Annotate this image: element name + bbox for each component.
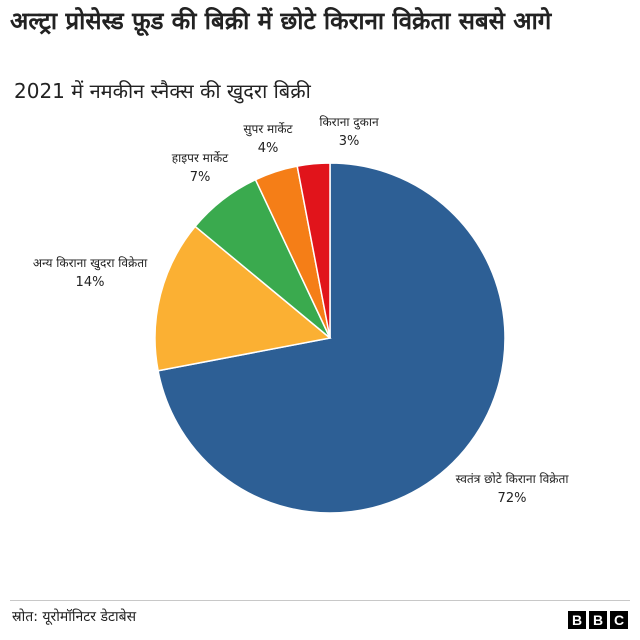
- pie-slice-2: [154, 225, 332, 372]
- pie-slice-5: [296, 162, 331, 339]
- slice-value-5: 3%: [339, 134, 360, 149]
- slice-label-2: अन्य किराना खुदरा विक्रेता: [33, 256, 148, 271]
- logo-letter-b1: B: [568, 611, 586, 629]
- slice-value-4: 4%: [258, 141, 279, 156]
- bbc-logo: B B C: [568, 611, 628, 629]
- slice-value-2: 14%: [76, 275, 105, 290]
- source-note: स्रोत: यूरोमॉनिटर डेटाबेस: [12, 609, 137, 625]
- footer-divider: [10, 600, 630, 601]
- logo-letter-c: C: [610, 611, 628, 629]
- slice-value-3: 7%: [190, 170, 211, 185]
- chart-subtitle: 2021 में नमकीन स्नैक्स की खुदरा बिक्री: [14, 79, 311, 103]
- slice-label-1: स्वतंत्र छोटे किराना विक्रेता: [456, 472, 570, 486]
- slice-label-3: हाइपर मार्केट: [172, 151, 229, 165]
- slice-value-1: 72%: [498, 491, 527, 506]
- pie-slice-1: [157, 162, 506, 514]
- pie-chart: स्वतंत्र छोटे किराना विक्रेता 72% अन्य किर…: [33, 115, 570, 514]
- logo-letter-b2: B: [589, 611, 607, 629]
- chart-title: अल्ट्रा प्रोसेस्ड फ़ूड की बिक्री में छोट…: [10, 7, 552, 35]
- slice-label-5: किराना दुकान: [319, 115, 379, 130]
- slice-label-4: सुपर मार्केट: [243, 122, 293, 137]
